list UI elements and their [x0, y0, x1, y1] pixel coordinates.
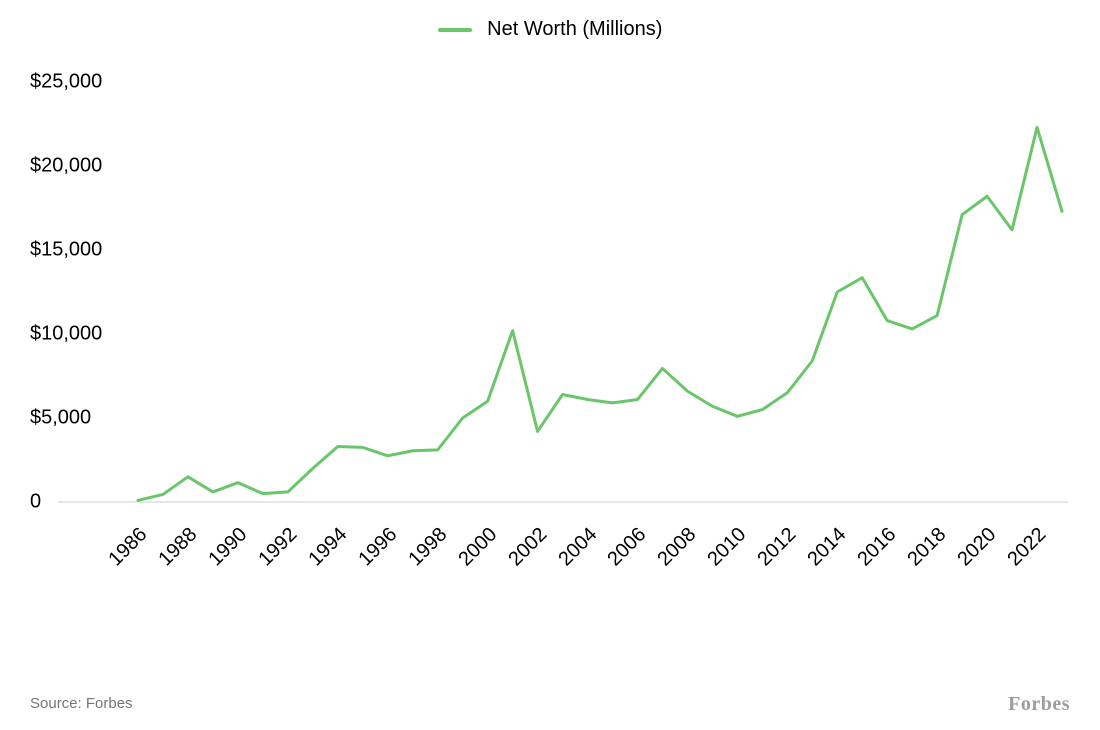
data-line [138, 127, 1062, 500]
y-tick-label: $10,000 [30, 323, 102, 346]
y-tick-label: 0 [30, 491, 41, 514]
legend-label: Net Worth (Millions) [487, 18, 662, 40]
y-tick-label: $15,000 [30, 239, 102, 262]
y-tick-label: $25,000 [30, 71, 102, 94]
chart-container: Net Worth (Millions) 0 $5,000 $10,000 $15,0… [0, 0, 1100, 730]
plot-area: 0$5,000$10,000$15,000$20,000$25,000 1986… [30, 60, 1070, 620]
source-text: Source: Forbes [30, 695, 133, 712]
legend-swatch [438, 28, 472, 32]
brand-logo: Forbes [1008, 693, 1070, 716]
y-tick-label: $5,000 [30, 407, 91, 430]
legend: Net Worth (Millions) [0, 18, 1100, 41]
y-tick-label: $20,000 [30, 155, 102, 178]
